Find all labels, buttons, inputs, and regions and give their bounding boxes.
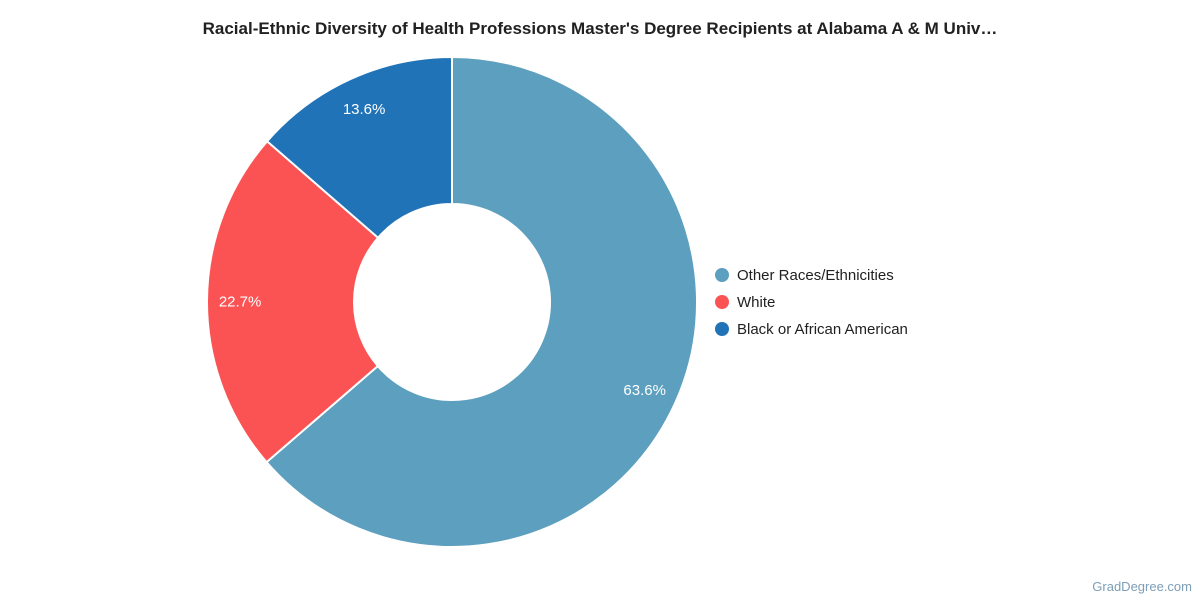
legend-item-other-races[interactable]: Other Races/Ethnicities (715, 265, 908, 285)
legend: Other Races/Ethnicities White Black or A… (715, 265, 908, 339)
legend-item-white[interactable]: White (715, 292, 908, 312)
watermark-link[interactable]: GradDegree.com (1092, 579, 1192, 594)
donut-slice-1[interactable] (206, 140, 380, 464)
donut-slice-0[interactable] (265, 56, 698, 548)
donut-slice-2[interactable] (266, 56, 453, 239)
slice-value-label-2: 13.6% (343, 101, 386, 118)
slice-value-label-0: 63.6% (623, 382, 666, 399)
legend-label-black-or-african-american: Black or African American (737, 320, 908, 338)
legend-item-black-or-african-american[interactable]: Black or African American (715, 319, 908, 339)
legend-marker-white-icon (715, 295, 729, 309)
chart-title: Racial-Ethnic Diversity of Health Profes… (202, 19, 998, 38)
slice-value-label-1: 22.7% (219, 294, 262, 311)
legend-label-white: White (737, 293, 776, 311)
legend-marker-other-races-icon (715, 268, 729, 282)
legend-marker-black-or-african-american-icon (715, 322, 729, 336)
legend-label-other-races: Other Races/Ethnicities (737, 266, 894, 284)
